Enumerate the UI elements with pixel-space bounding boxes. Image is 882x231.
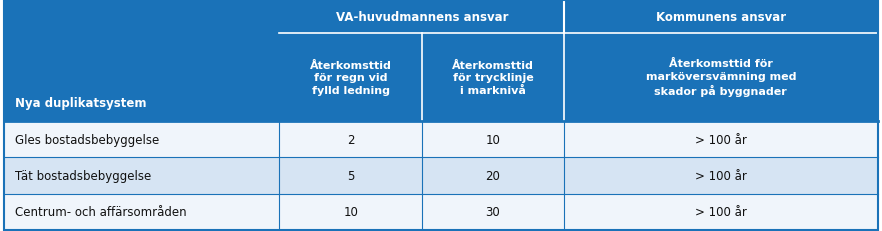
Text: 5: 5 bbox=[347, 169, 355, 182]
Bar bbox=[280, 1, 564, 34]
Bar bbox=[4, 121, 878, 158]
Bar bbox=[280, 34, 422, 121]
Text: Gles bostadsbebyggelse: Gles bostadsbebyggelse bbox=[15, 133, 160, 146]
Text: Återkomsttid
för regn vid
fylld ledning: Återkomsttid för regn vid fylld ledning bbox=[310, 61, 392, 95]
Bar bbox=[4, 194, 878, 230]
Text: Nya duplikatsystem: Nya duplikatsystem bbox=[15, 97, 146, 110]
Text: > 100 år: > 100 år bbox=[695, 205, 747, 218]
Bar bbox=[564, 1, 878, 34]
Bar bbox=[564, 34, 878, 121]
Text: 10: 10 bbox=[343, 205, 358, 218]
Text: > 100 år: > 100 år bbox=[695, 133, 747, 146]
Bar bbox=[4, 1, 280, 121]
Bar bbox=[422, 34, 564, 121]
Text: Återkomsttid
för trycklinje
i marknivå: Återkomsttid för trycklinje i marknivå bbox=[452, 61, 534, 95]
Text: VA-huvudmannens ansvar: VA-huvudmannens ansvar bbox=[335, 11, 508, 24]
Text: Tät bostadsbebyggelse: Tät bostadsbebyggelse bbox=[15, 169, 151, 182]
Text: > 100 år: > 100 år bbox=[695, 169, 747, 182]
Text: 20: 20 bbox=[485, 169, 500, 182]
Text: 2: 2 bbox=[347, 133, 355, 146]
Text: Kommunens ansvar: Kommunens ansvar bbox=[656, 11, 786, 24]
Text: 30: 30 bbox=[486, 205, 500, 218]
Text: Återkomsttid för
marköversvämning med
skador på byggnader: Återkomsttid för marköversvämning med sk… bbox=[646, 59, 796, 97]
Text: Centrum- och affärsområden: Centrum- och affärsområden bbox=[15, 205, 187, 218]
Text: 10: 10 bbox=[485, 133, 500, 146]
Bar bbox=[4, 158, 878, 194]
